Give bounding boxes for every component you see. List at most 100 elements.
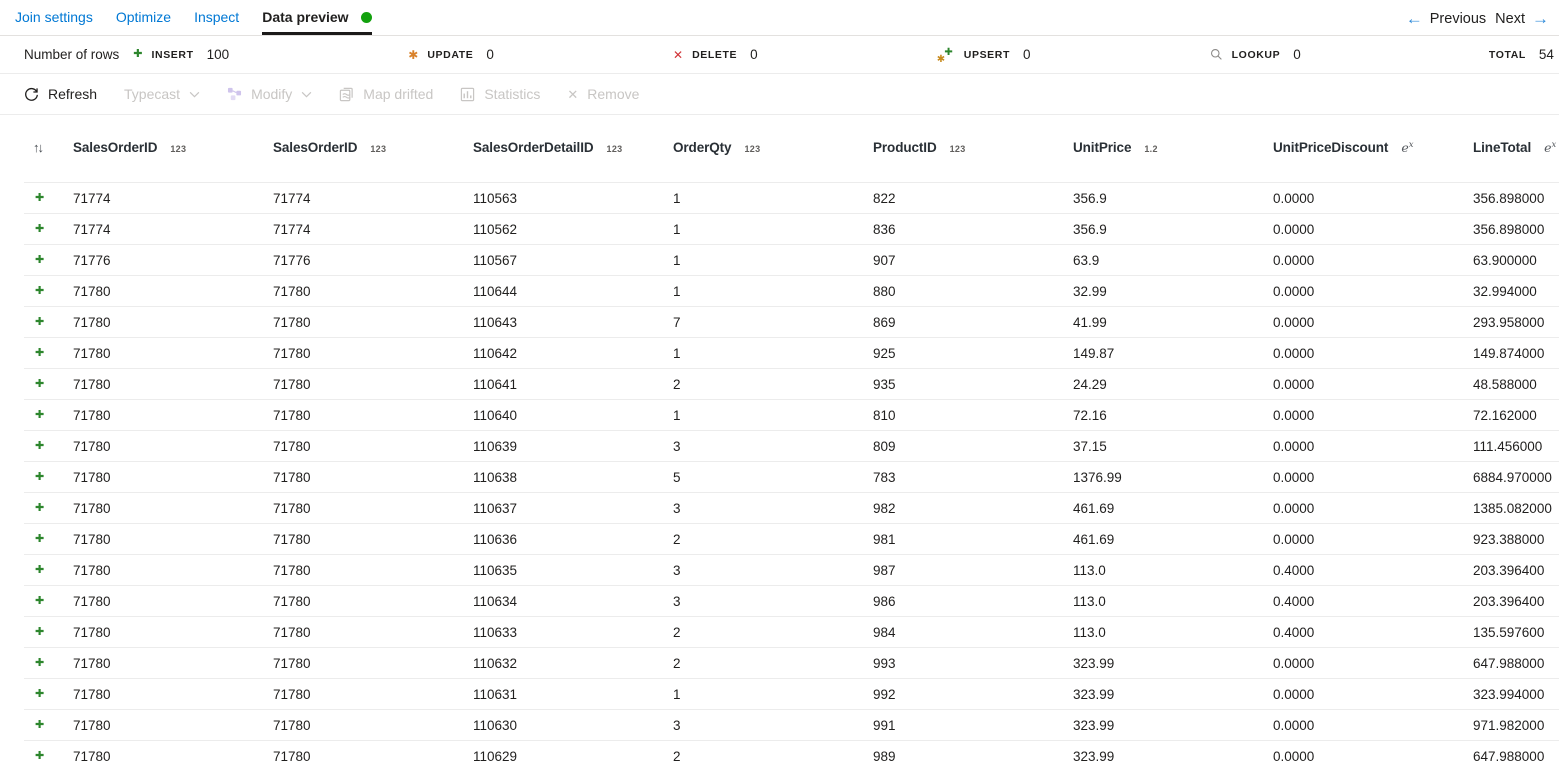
plus-icon: ✚ bbox=[35, 533, 45, 545]
lookup-label: LOOKUP bbox=[1231, 48, 1281, 61]
table-cell: 1 bbox=[673, 190, 681, 206]
table-row[interactable]: ✚ 71780 71780 110630 3 991 323.99 0.0000 971.982… bbox=[24, 709, 1559, 740]
table-cell: 71780 bbox=[273, 686, 311, 702]
table-cell: 71780 bbox=[73, 593, 111, 609]
table-cell: 71774 bbox=[273, 221, 311, 237]
tab-label: Optimize bbox=[115, 9, 172, 25]
column-header-SalesOrderID[interactable]: SalesOrderID 123 bbox=[273, 140, 473, 155]
table-cell: 783 bbox=[873, 469, 896, 485]
table-cell: 356.9 bbox=[1073, 221, 1107, 237]
table-cell: 323.99 bbox=[1073, 686, 1115, 702]
table-cell: 71780 bbox=[273, 748, 311, 764]
arrow-right-icon: → bbox=[1532, 9, 1549, 28]
table-cell: 32.99 bbox=[1073, 283, 1107, 299]
table-row[interactable]: ✚ 71780 71780 110638 5 783 1376.99 0.0000 6884.9… bbox=[24, 461, 1559, 492]
table-row[interactable]: ✚ 71780 71780 110637 3 982 461.69 0.0000 1385.08… bbox=[24, 492, 1559, 523]
table-cell: 925 bbox=[873, 345, 896, 361]
plus-icon: ✚ bbox=[35, 254, 45, 266]
table-row[interactable]: ✚ 71780 71780 110643 7 869 41.99 0.0000 293.9580… bbox=[24, 306, 1559, 337]
table-cell: 0.0000 bbox=[1273, 469, 1315, 485]
update-label: UPDATE bbox=[427, 48, 474, 61]
table-cell: 971.982000 bbox=[1473, 717, 1545, 733]
table-row[interactable]: ✚ 71780 71780 110632 2 993 323.99 0.0000 647.988… bbox=[24, 647, 1559, 678]
update-stat: ✱ UPDATE 0 bbox=[408, 47, 494, 62]
table-row[interactable]: ✚ 71780 71780 110635 3 987 113.0 0.4000 203.3964… bbox=[24, 554, 1559, 585]
table-cell: 110563 bbox=[473, 190, 518, 206]
status-dot-icon bbox=[360, 11, 372, 23]
tab-inspect[interactable]: Inspect bbox=[194, 0, 239, 35]
table-cell: 356.9 bbox=[1073, 190, 1107, 206]
table-cell: 836 bbox=[873, 221, 896, 237]
rowcount-label: Number of rows bbox=[24, 47, 120, 62]
table-cell: 110641 bbox=[473, 376, 518, 392]
column-header-SalesOrderID[interactable]: SalesOrderID 123 bbox=[73, 140, 273, 155]
refresh-button[interactable]: Refresh bbox=[24, 86, 97, 102]
table-cell: 1 bbox=[673, 221, 681, 237]
tab-optimize[interactable]: Optimize bbox=[116, 0, 171, 35]
table-cell: 323.994000 bbox=[1473, 686, 1545, 702]
table-cell: 71780 bbox=[273, 283, 311, 299]
integer-type-icon: 123 bbox=[170, 144, 187, 155]
table-body: ✚ 71774 71774 110563 1 822 356.9 0.0000 356.8980… bbox=[24, 182, 1559, 771]
table-row[interactable]: ✚ 71776 71776 110567 1 907 63.9 0.0000 63.900000 bbox=[24, 244, 1559, 275]
table-cell: 71780 bbox=[273, 469, 311, 485]
table-cell: 71780 bbox=[73, 407, 111, 423]
column-header-UnitPriceDiscount[interactable]: UnitPriceDiscount ex bbox=[1273, 140, 1473, 155]
table-cell: 3 bbox=[673, 717, 681, 733]
table-cell: 982 bbox=[873, 500, 896, 516]
table-cell: 5 bbox=[673, 469, 681, 485]
table-cell: 71780 bbox=[273, 345, 311, 361]
table-row[interactable]: ✚ 71780 71780 110633 2 984 113.0 0.4000 135.5976… bbox=[24, 616, 1559, 647]
table-cell: 984 bbox=[873, 624, 896, 640]
table-cell: 2 bbox=[673, 376, 681, 392]
column-header-OrderQty[interactable]: OrderQty 123 bbox=[673, 140, 873, 155]
tab-data-preview[interactable]: Data preview bbox=[262, 0, 372, 35]
table-cell: 71780 bbox=[273, 593, 311, 609]
table-cell: 110643 bbox=[473, 314, 518, 330]
total-stat: TOTAL 54 bbox=[1480, 47, 1554, 62]
table-row[interactable]: ✚ 71780 71780 110631 1 992 323.99 0.0000 323.994… bbox=[24, 678, 1559, 709]
table-row[interactable]: ✚ 71780 71780 110639 3 809 37.15 0.0000 111.4560… bbox=[24, 430, 1559, 461]
table-cell: 0.0000 bbox=[1273, 531, 1315, 547]
column-header-UnitPrice[interactable]: UnitPrice 1.2 bbox=[1073, 140, 1273, 155]
column-header-ProductID[interactable]: ProductID 123 bbox=[873, 140, 1073, 155]
typecast-button[interactable]: Typecast bbox=[124, 86, 200, 102]
sort-icon[interactable]: ↑↓ bbox=[33, 140, 44, 156]
table-row[interactable]: ✚ 71780 71780 110636 2 981 461.69 0.0000 923.388… bbox=[24, 523, 1559, 554]
integer-type-icon: 123 bbox=[370, 144, 387, 155]
map-drifted-label: Map drifted bbox=[363, 86, 434, 102]
next-button[interactable]: Next → bbox=[1495, 10, 1549, 27]
table-row[interactable]: ✚ 71780 71780 110629 2 989 323.99 0.0000 647.988… bbox=[24, 740, 1559, 771]
table-row[interactable]: ✚ 71780 71780 110634 3 986 113.0 0.4000 203.3964… bbox=[24, 585, 1559, 616]
integer-type-icon: 123 bbox=[744, 144, 761, 155]
tab-join-settings[interactable]: Join settings bbox=[15, 0, 93, 35]
table-row[interactable]: ✚ 71780 71780 110640 1 810 72.16 0.0000 72.16200… bbox=[24, 399, 1559, 430]
column-header-LineTotal[interactable]: LineTotal ex bbox=[1473, 140, 1559, 155]
next-label: Next bbox=[1495, 10, 1525, 27]
statistics-button[interactable]: Statistics bbox=[460, 86, 540, 102]
table-cell: 935 bbox=[873, 376, 896, 392]
statistics-label: Statistics bbox=[484, 86, 541, 102]
plus-part: ✚ bbox=[944, 46, 953, 58]
table-cell: 71776 bbox=[73, 252, 111, 268]
remove-button[interactable]: ✕ Remove bbox=[567, 86, 639, 102]
previous-button[interactable]: ← Previous bbox=[1406, 10, 1486, 27]
table-cell: 356.898000 bbox=[1473, 190, 1545, 206]
table-cell: 71780 bbox=[273, 624, 311, 640]
table-cell: 461.69 bbox=[1073, 531, 1115, 547]
table-cell: 0.4000 bbox=[1273, 593, 1315, 609]
table-row[interactable]: ✚ 71774 71774 110562 1 836 356.9 0.0000 356.8980… bbox=[24, 213, 1559, 244]
column-header-SalesOrderDetailID[interactable]: SalesOrderDetailID 123 bbox=[473, 140, 673, 155]
table-row[interactable]: ✚ 71774 71774 110563 1 822 356.9 0.0000 356.8980… bbox=[24, 182, 1559, 213]
table-row[interactable]: ✚ 71780 71780 110644 1 880 32.99 0.0000 32.99400… bbox=[24, 275, 1559, 306]
table-cell: 71780 bbox=[73, 655, 111, 671]
table-row[interactable]: ✚ 71780 71780 110642 1 925 149.87 0.0000 149.874… bbox=[24, 337, 1559, 368]
decimal-type-icon: 1.2 bbox=[1144, 144, 1158, 155]
plus-icon: ✚ bbox=[35, 192, 45, 204]
lookup-stat: LOOKUP 0 bbox=[1210, 47, 1301, 62]
modify-button[interactable]: Modify bbox=[227, 86, 312, 102]
map-drifted-button[interactable]: Map drifted bbox=[339, 86, 433, 102]
plus-icon: ✚ bbox=[35, 378, 45, 390]
table-row[interactable]: ✚ 71780 71780 110641 2 935 24.29 0.0000 48.58800… bbox=[24, 368, 1559, 399]
table-cell: 2 bbox=[673, 531, 681, 547]
